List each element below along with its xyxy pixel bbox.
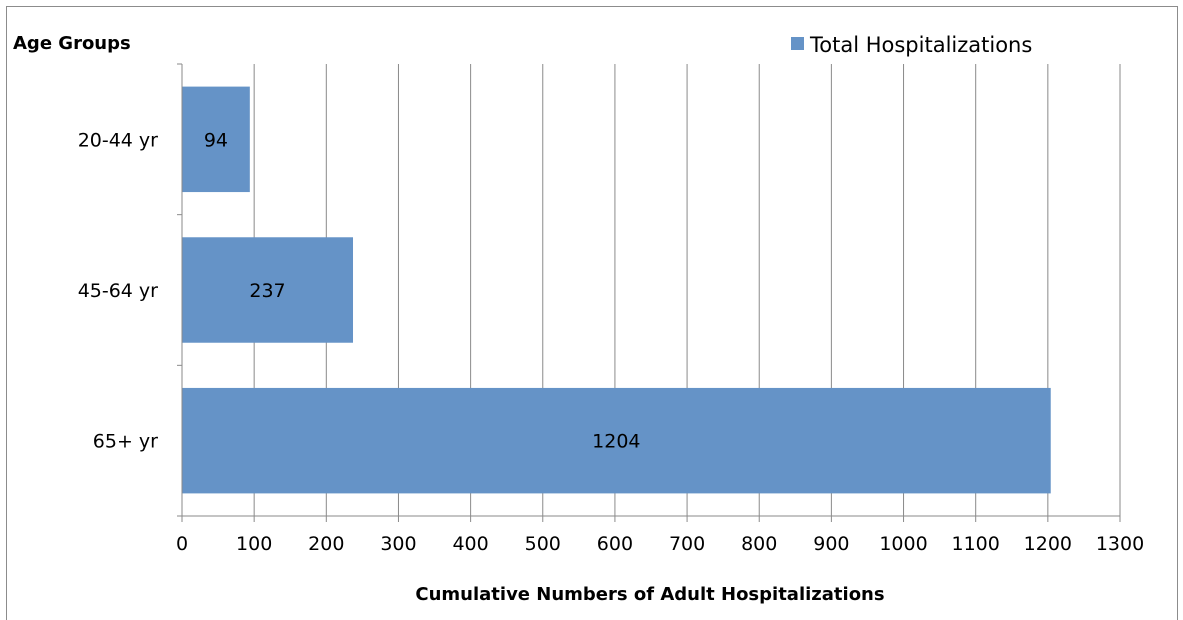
data-label: 1204 xyxy=(592,431,640,453)
x-tick-label: 600 xyxy=(597,533,633,555)
x-tick-label: 1000 xyxy=(879,533,927,555)
axes xyxy=(177,63,1121,522)
x-tick-label: 1200 xyxy=(1024,533,1072,555)
x-tick-label: 500 xyxy=(525,533,561,555)
category-label: 45-64 yr xyxy=(78,280,158,302)
bars xyxy=(182,86,1051,494)
data-labels: 94 237 1204 xyxy=(204,129,641,452)
data-label: 237 xyxy=(249,280,285,302)
x-tick-label: 100 xyxy=(236,533,272,555)
legend-label: Total Hospitalizations xyxy=(809,33,1032,57)
x-tick-label: 1300 xyxy=(1096,533,1144,555)
data-label: 94 xyxy=(204,129,228,151)
x-tick-label: 800 xyxy=(741,533,777,555)
x-tick-label: 1100 xyxy=(952,533,1000,555)
x-tick-label: 700 xyxy=(669,533,705,555)
x-tick-label: 400 xyxy=(452,533,488,555)
y-axis-title: Age Groups xyxy=(13,33,131,54)
category-labels: 20-44 yr 45-64 yr 65+ yr xyxy=(78,129,158,452)
bar xyxy=(182,86,250,193)
x-axis-title: Cumulative Numbers of Adult Hospitalizat… xyxy=(415,584,884,605)
bar xyxy=(182,237,354,343)
legend-swatch xyxy=(791,37,804,50)
x-tick-label: 200 xyxy=(308,533,344,555)
x-tick-label: 0 xyxy=(176,533,188,555)
legend: Total Hospitalizations xyxy=(791,33,1032,57)
category-label: 65+ yr xyxy=(93,431,158,453)
x-tick-labels: 0 100 200 300 400 500 600 700 800 900 1000 1100 1200… xyxy=(176,533,1144,555)
bar xyxy=(182,387,1051,494)
x-tick-label: 300 xyxy=(380,533,416,555)
category-label: 20-44 yr xyxy=(78,129,158,151)
x-tick-label: 900 xyxy=(813,533,849,555)
